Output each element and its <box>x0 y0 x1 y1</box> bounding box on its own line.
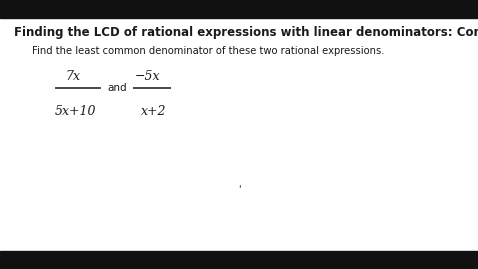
Bar <box>0 0 478 18</box>
Text: Finding the LCD of rational expressions with linear denominators: Common factors: Finding the LCD of rational expressions … <box>14 26 478 39</box>
Text: 5x+10: 5x+10 <box>55 105 97 118</box>
Text: Find the least common denominator of these two rational expressions.: Find the least common denominator of the… <box>32 46 384 56</box>
Bar <box>0 251 478 269</box>
Text: and: and <box>107 83 127 93</box>
Text: 7x: 7x <box>65 70 80 83</box>
Text: ': ' <box>238 184 240 194</box>
Text: −5x: −5x <box>135 70 161 83</box>
Text: x+2: x+2 <box>141 105 166 118</box>
